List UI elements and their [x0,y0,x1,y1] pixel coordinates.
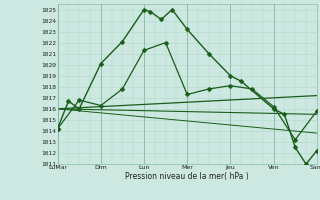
X-axis label: Pression niveau de la mer( hPa ): Pression niveau de la mer( hPa ) [125,172,249,181]
